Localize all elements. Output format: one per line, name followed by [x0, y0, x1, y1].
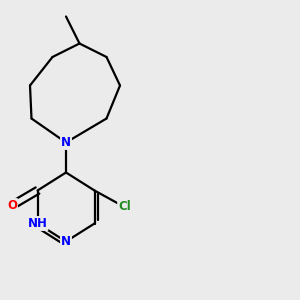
Text: O: O — [7, 199, 17, 212]
Text: N: N — [61, 136, 71, 149]
Text: Cl: Cl — [118, 200, 131, 214]
Text: N: N — [61, 235, 71, 248]
Text: NH: NH — [28, 217, 47, 230]
